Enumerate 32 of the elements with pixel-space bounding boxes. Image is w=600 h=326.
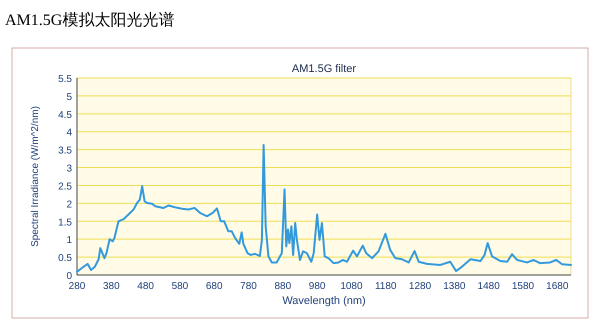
x-tick-label: 1580 [512,281,535,292]
x-tick-label: 1080 [340,281,364,292]
x-tick-label: 980 [308,281,326,292]
x-tick-label: 1280 [408,281,432,292]
x-axis-title: Wavelength (nm) [282,295,366,307]
y-tick-label: 1.5 [58,217,72,228]
y-axis-title: Spectral Irradiance (W/m^2/nm) [30,106,41,247]
x-tick-label: 880 [274,281,292,292]
y-tick-label: 4 [66,128,72,139]
line-series [76,144,572,273]
x-tick-label: 480 [137,281,154,292]
x-tick-label: 1680 [546,281,569,292]
x-tick-label: 1180 [374,281,397,292]
y-tick-label: 2.5 [58,181,72,192]
chart-subtitle: AM1.5G filter [292,63,356,75]
y-tick-label: 0.5 [58,253,72,264]
y-tick-label: 1 [66,235,72,246]
x-tick-label: 580 [172,281,189,292]
y-tick-label: 5 [66,92,72,103]
x-tick-label: 1380 [443,281,466,292]
x-tick-label: 1480 [478,281,500,292]
y-tick-label: 0 [66,271,72,282]
y-tick-label: 2 [66,199,72,210]
x-tick-label: 280 [68,281,86,292]
chart-title: AM1.5G模拟太阳光光谱 [5,11,174,29]
y-tick-label: 5.5 [58,74,72,85]
x-tick-label: 780 [240,281,258,292]
y-tick-label: 3 [66,164,72,175]
x-tick-label: 380 [102,281,120,292]
y-tick-label: 3.5 [58,146,72,157]
x-tick-label: 680 [206,281,223,292]
y-tick-label: 4.5 [58,110,72,121]
